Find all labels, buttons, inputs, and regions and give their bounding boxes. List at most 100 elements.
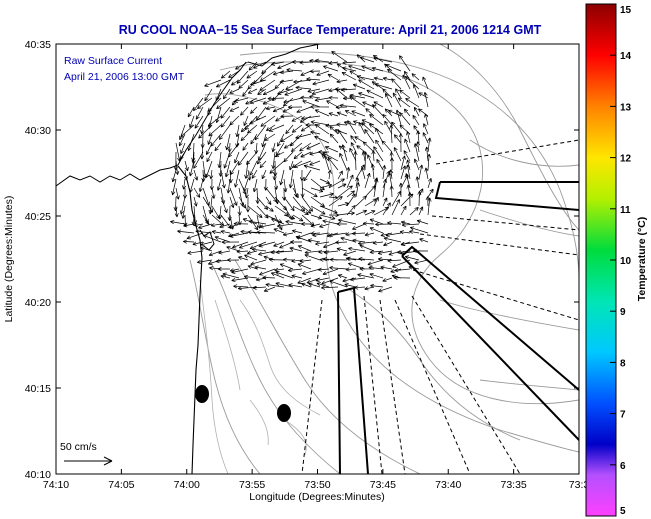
current-vector (397, 97, 411, 108)
current-vector (255, 187, 260, 204)
current-vector (326, 100, 339, 108)
current-vector (352, 223, 366, 230)
current-vector (319, 192, 334, 198)
current-vector (337, 129, 348, 144)
current-vector (357, 241, 375, 246)
current-vector (270, 272, 285, 279)
current-vector (337, 218, 357, 225)
coverage-dashed-lines (301, 139, 579, 474)
current-vector (171, 169, 177, 183)
current-vector (336, 221, 348, 227)
current-vector (371, 81, 384, 90)
current-vector (226, 178, 231, 194)
current-vector (324, 146, 339, 153)
current-vector (310, 223, 321, 228)
current-vector (384, 108, 393, 117)
current-vector (328, 195, 339, 200)
current-vector (187, 106, 195, 118)
current-vector (388, 109, 402, 117)
current-vector (388, 172, 393, 189)
current-vector (291, 258, 303, 263)
current-vector (309, 69, 321, 74)
current-vector (404, 255, 420, 261)
current-vector (261, 133, 267, 148)
current-vector (244, 254, 258, 261)
chart-title: RU COOL NOAA−15 Sea Surface Temperature:… (119, 23, 542, 37)
current-vector (369, 227, 384, 234)
current-vector (218, 160, 223, 177)
current-vector (385, 232, 402, 237)
current-vector (359, 56, 375, 63)
current-vector (374, 82, 393, 90)
current-vector (274, 178, 279, 190)
current-vector (229, 187, 238, 206)
current-vector (183, 239, 195, 244)
buoy-marker (277, 404, 291, 422)
current-vector (328, 196, 343, 207)
current-vector (195, 106, 204, 120)
current-vector (355, 177, 360, 189)
current-vector (371, 66, 384, 72)
current-vector (364, 286, 375, 291)
current-vector (409, 229, 420, 234)
current-vector (312, 79, 330, 86)
y-tick-label: 40:25 (25, 211, 51, 223)
current-vector (291, 124, 303, 133)
current-vector (178, 133, 186, 147)
current-vector (279, 263, 294, 270)
current-vector (285, 124, 294, 135)
current-vector (247, 79, 258, 90)
current-vector (385, 64, 402, 72)
current-vector (362, 101, 375, 108)
current-vector (282, 232, 294, 237)
current-vector (259, 160, 267, 169)
current-vector (274, 151, 285, 158)
current-vector (252, 285, 267, 290)
current-vector (344, 110, 357, 117)
current-vector (259, 223, 276, 229)
colorbar-tick-label: 13 (620, 102, 632, 113)
current-vector (356, 145, 366, 153)
current-vector (256, 230, 276, 235)
current-vector (376, 158, 384, 171)
current-vector (349, 96, 366, 108)
current-vector (223, 151, 231, 169)
current-vector (238, 79, 249, 89)
current-vector (314, 109, 330, 117)
current-vector (375, 127, 384, 144)
current-vector (323, 65, 339, 72)
current-vector (233, 97, 249, 103)
current-vector (249, 115, 267, 125)
current-vector (367, 259, 384, 266)
current-vector (337, 185, 353, 198)
current-vector (350, 142, 357, 153)
current-vector (373, 196, 379, 207)
current-vector (423, 123, 429, 135)
current-vector (315, 58, 330, 63)
current-vector (337, 183, 347, 189)
current-vector (341, 144, 348, 162)
colorbar-tick-label: 9 (620, 307, 626, 318)
current-vector (409, 206, 419, 216)
current-vector (215, 88, 222, 101)
current-vector (309, 151, 321, 156)
current-vector (328, 112, 339, 117)
current-vector (418, 164, 424, 180)
current-vector (275, 115, 285, 122)
current-vector (415, 176, 420, 189)
current-vector (268, 124, 285, 132)
current-vector (362, 221, 375, 226)
current-vector (418, 92, 429, 99)
current-vector (259, 79, 276, 91)
current-vector (180, 142, 186, 154)
current-vector (200, 241, 213, 247)
current-vector (352, 238, 366, 243)
current-vector (392, 92, 402, 108)
current-vector (200, 246, 213, 252)
current-vector (392, 259, 411, 268)
current-vector (227, 257, 240, 263)
current-vector (226, 245, 240, 252)
current-vector (279, 79, 294, 84)
current-vector (275, 281, 294, 288)
current-vector (399, 55, 411, 72)
